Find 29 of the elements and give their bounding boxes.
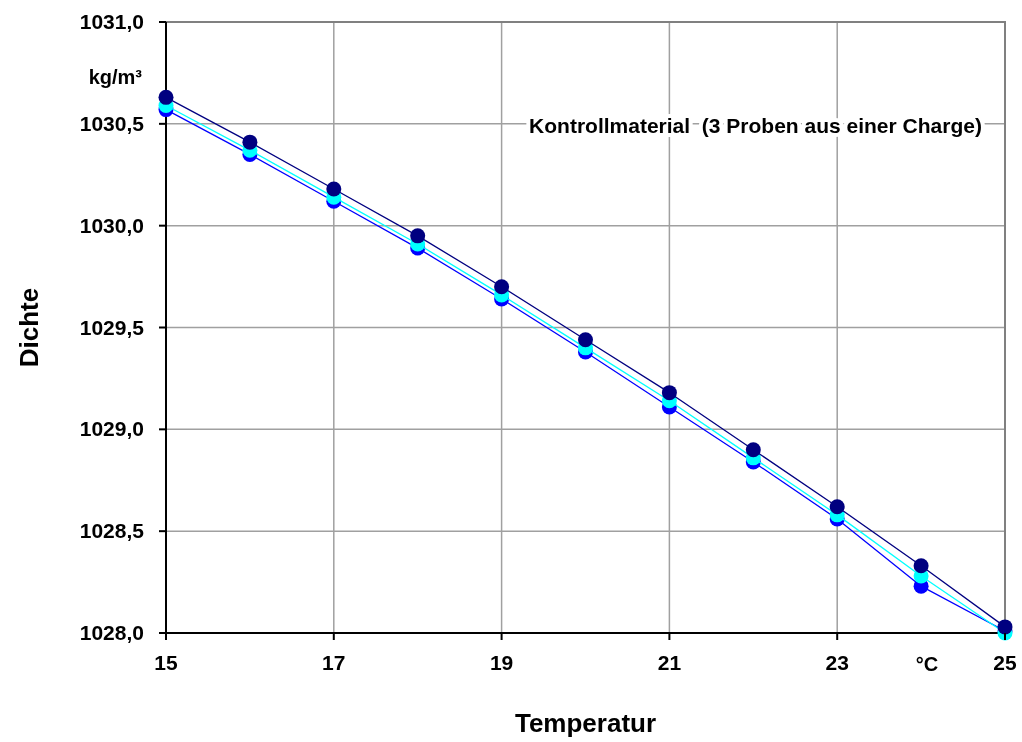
point <box>913 558 929 574</box>
y-tick-label: 1028,5 <box>79 519 145 543</box>
x-axis-title: Temperatur <box>514 708 657 738</box>
point <box>494 279 510 295</box>
y-axis-title: Dichte <box>14 287 44 368</box>
x-tick-label: 21 <box>657 651 682 674</box>
y-tick-label: 1029,0 <box>79 417 144 441</box>
x-tick-label: 19 <box>489 651 514 674</box>
point <box>997 619 1013 635</box>
point <box>242 134 258 150</box>
y-tick-label: 1028,0 <box>79 621 144 644</box>
y-tick-label: 1029,5 <box>79 315 145 339</box>
y-tick-label: 1031,0 <box>79 10 144 33</box>
point <box>326 181 342 197</box>
y-tick-label: 1030,5 <box>79 111 145 135</box>
x-tick-label: 23 <box>825 651 849 674</box>
point <box>410 228 426 244</box>
point <box>578 332 593 348</box>
point <box>158 89 174 105</box>
x-tick-label: 15 <box>154 651 178 674</box>
text: Kontrollmaterial (3 Proben aus einer Charge) <box>529 114 982 137</box>
text: °C <box>915 653 939 675</box>
y-tick-label: 1030,0 <box>79 213 144 237</box>
x-tick-label: 17 <box>322 651 346 674</box>
point <box>745 442 761 458</box>
text: kg/m³ <box>88 66 143 88</box>
point <box>829 499 845 515</box>
point <box>661 385 677 401</box>
x-tick-label: 25 <box>993 651 1017 674</box>
